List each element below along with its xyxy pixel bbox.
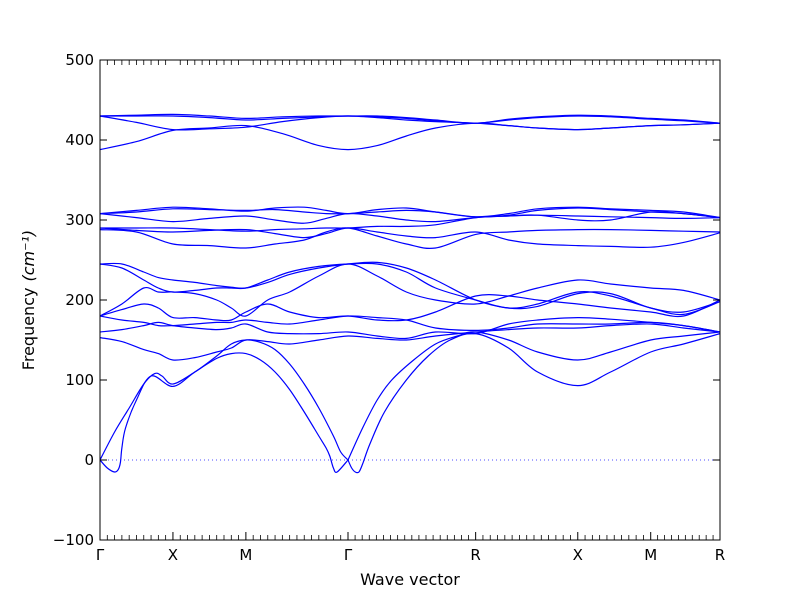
- band-line-17: [100, 206, 720, 219]
- band-line-8: [100, 294, 720, 322]
- y-tick-label: 100: [65, 371, 94, 389]
- plot-frame: [99, 59, 721, 541]
- y-tick-label: 400: [65, 131, 94, 149]
- x-tick-label: X: [168, 546, 178, 564]
- y-tick-label: 200: [65, 291, 94, 309]
- band-line-12: [100, 227, 720, 249]
- band-line-7: [100, 315, 720, 333]
- y-tick-label: 300: [65, 211, 94, 229]
- band-line-19: [100, 115, 720, 131]
- x-tick-label: M: [239, 546, 252, 564]
- y-axis-title-unit: (cm⁻¹): [19, 230, 38, 282]
- x-tick-label: R: [470, 546, 480, 564]
- band-line-10: [100, 262, 720, 316]
- y-tick-label: −100: [53, 531, 94, 549]
- y-axis-ticks: −100 0 100 200 300 400 500: [53, 51, 720, 549]
- y-axis-title: Frequency (cm⁻¹): [19, 230, 38, 370]
- x-tick-label: Γ: [344, 546, 353, 564]
- band-line-5: [100, 323, 720, 361]
- x-tick-label: X: [573, 546, 583, 564]
- band-lines: [100, 113, 720, 474]
- band-line-16: [100, 207, 720, 219]
- band-line-11: [100, 261, 720, 313]
- x-axis-title: Wave vector: [360, 570, 460, 589]
- band-line-15: [100, 211, 720, 224]
- x-tick-label: M: [644, 546, 657, 564]
- y-tick-label: 500: [65, 51, 94, 69]
- band-line-21: [100, 113, 720, 124]
- band-line-1: [100, 352, 349, 473]
- y-tick-label: 0: [84, 451, 94, 469]
- band-line-20: [100, 115, 720, 124]
- band-line-14: [100, 214, 720, 232]
- x-tick-label: Γ: [96, 546, 105, 564]
- band-line-2: [100, 339, 349, 461]
- band-line-4: [347, 331, 720, 461]
- x-tick-label: R: [715, 546, 725, 564]
- y-axis-title-text: Frequency: [19, 288, 38, 371]
- band-line-3: [347, 332, 720, 474]
